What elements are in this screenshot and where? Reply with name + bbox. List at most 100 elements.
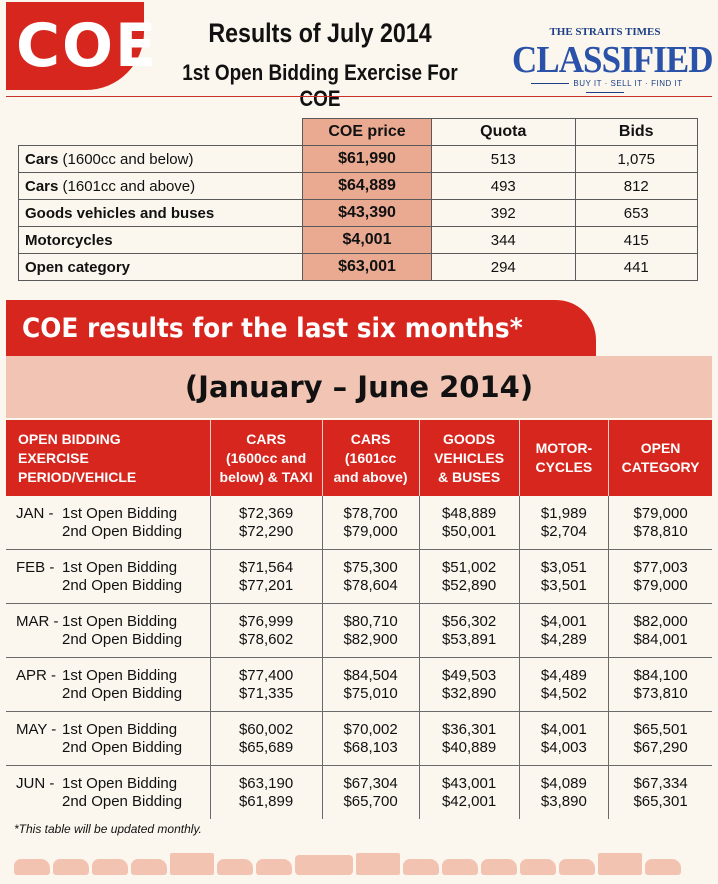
table-row: Goods vehicles and buses $43,390 392 653 [18, 199, 698, 227]
second-bidding-price: $78,602 [238, 630, 294, 648]
price-cell: $43,001 $42,001 [418, 765, 520, 819]
bidding-period: APR - 1st Open Bidding 2nd Open Bidding [6, 657, 211, 712]
header-bids: Bids [574, 118, 698, 146]
second-bidding-price: $50,001 [441, 522, 497, 540]
first-bidding-price: $65,501 [633, 720, 688, 738]
header-cars-large: CARS (1601cc and above) [321, 420, 420, 496]
bids: 1,075 [574, 145, 698, 173]
price-cell: $67,304 $65,700 [321, 765, 420, 819]
second-bidding-price: $65,301 [633, 792, 688, 810]
second-bidding-price: $3,501 [540, 576, 587, 594]
truck-icon [598, 853, 642, 875]
car-icon [645, 859, 681, 875]
price-cell: $48,889 $50,001 [418, 496, 520, 550]
brand-straits-times: THE STRAITS TIMES [549, 26, 661, 38]
car-icon [403, 859, 439, 875]
second-bidding-price: $52,890 [441, 576, 497, 594]
table-row: FEB - 1st Open Bidding 2nd Open Bidding $71… [6, 549, 712, 604]
car-icon [92, 859, 128, 875]
first-bidding-label: 1st Open Bidding [62, 720, 178, 738]
bids: 415 [574, 226, 698, 254]
first-bidding-price: $60,002 [238, 720, 294, 738]
second-bidding-price: $53,891 [441, 630, 497, 648]
second-bidding-price: $4,502 [540, 684, 587, 702]
price-cell: $82,000 $84,001 [608, 603, 712, 658]
header-cars-small: CARS (1600cc and below) & TAXI [209, 420, 323, 496]
header-motorcycles: MOTOR- CYCLES [518, 420, 609, 496]
first-bidding-price: $67,304 [343, 774, 398, 792]
table-row: APR - 1st Open Bidding 2nd Open Bidding $77… [6, 657, 712, 712]
first-bidding-price: $79,000 [633, 504, 688, 522]
car-icon [256, 859, 292, 875]
price-cell: $84,100 $73,810 [608, 657, 712, 712]
price-cell: $75,300 $78,604 [321, 549, 420, 604]
first-bidding-label: 1st Open Bidding [62, 504, 178, 522]
second-bidding-price: $61,899 [238, 792, 294, 810]
six-month-results-table: OPEN BIDDING EXERCISE PERIOD/VEHICLE CARS (1… [6, 420, 712, 819]
second-bidding-price: $42,001 [441, 792, 497, 810]
first-bidding-price: $77,400 [238, 666, 294, 684]
price-cell: $80,710 $82,900 [321, 603, 420, 658]
first-bidding-price: $43,001 [441, 774, 497, 792]
bidding-period: MAY - 1st Open Bidding 2nd Open Bidding [6, 711, 211, 766]
price-cell: $79,000 $78,810 [608, 496, 712, 550]
vehicle-category: Cars (1600cc and below) [18, 145, 303, 173]
car-icon [520, 859, 556, 875]
header-open-category: OPEN CATEGORY [608, 420, 712, 496]
car-icon [559, 859, 595, 875]
header-goods-vehicles: GOODS VEHICLES & BUSES [418, 420, 520, 496]
page-title: Results of July 2014 [208, 18, 432, 48]
first-bidding-price: $67,334 [633, 774, 688, 792]
table-row: Motorcycles $4,001 344 415 [18, 226, 698, 254]
month-label: APR - [16, 666, 57, 684]
table-row: JAN - 1st Open Bidding 2nd Open Bidding $72… [6, 496, 712, 550]
first-bidding-price: $84,504 [343, 666, 398, 684]
coe-price: $4,001 [302, 226, 432, 254]
coe-price: $61,990 [302, 145, 432, 173]
price-cell: $36,301 $40,889 [418, 711, 520, 766]
second-bidding-label: 2nd Open Bidding [62, 522, 183, 540]
second-bidding-price: $40,889 [441, 738, 497, 756]
second-bidding-price: $4,289 [540, 630, 587, 648]
first-bidding-price: $71,564 [238, 558, 294, 576]
price-cell: $60,002 $65,689 [209, 711, 323, 766]
first-bidding-price: $49,503 [441, 666, 497, 684]
second-bidding-price: $75,010 [343, 684, 398, 702]
header-rule [6, 96, 712, 97]
first-bidding-label: 1st Open Bidding [62, 612, 178, 630]
second-bidding-price: $78,810 [633, 522, 688, 540]
car-icon [481, 859, 517, 875]
second-bidding-price: $65,700 [343, 792, 398, 810]
six-month-banner: COE results for the last six months* [6, 300, 596, 356]
first-bidding-price: $70,002 [343, 720, 398, 738]
header-coe-price: COE price [302, 118, 432, 146]
quota: 513 [431, 145, 576, 173]
july-table-body: Cars (1600cc and below) $61,990 513 1,075 Ca… [18, 145, 698, 281]
table-row: JUN - 1st Open Bidding 2nd Open Bidding $63… [6, 765, 712, 819]
second-bidding-price: $4,003 [540, 738, 587, 756]
price-cell: $70,002 $68,103 [321, 711, 420, 766]
price-cell: $72,369 $72,290 [209, 496, 323, 550]
car-icon [53, 859, 89, 875]
quota: 294 [431, 253, 576, 281]
second-bidding-price: $84,001 [633, 630, 688, 648]
first-bidding-price: $84,100 [633, 666, 688, 684]
second-bidding-price: $73,810 [633, 684, 688, 702]
price-cell: $51,002 $52,890 [418, 549, 520, 604]
period-heading: (January – June 2014) [6, 356, 712, 418]
second-bidding-label: 2nd Open Bidding [62, 738, 183, 756]
coe-logo: COE [6, 2, 156, 90]
header-blank [18, 118, 303, 146]
first-bidding-price: $48,889 [441, 504, 497, 522]
coe-price: $43,390 [302, 199, 432, 227]
price-cell: $63,190 $61,899 [209, 765, 323, 819]
july-results-table: COE price Quota Bids Cars (1600cc and be… [18, 118, 698, 281]
price-cell: $56,302 $53,891 [418, 603, 520, 658]
footnote: *This table will be updated monthly. [14, 822, 202, 836]
six-table-header: OPEN BIDDING EXERCISE PERIOD/VEHICLE CARS (1… [6, 420, 712, 496]
july-table-header: COE price Quota Bids [18, 118, 698, 146]
first-bidding-price: $76,999 [238, 612, 294, 630]
car-icon [14, 859, 50, 875]
table-row: Open category $63,001 294 441 [18, 253, 698, 281]
first-bidding-price: $56,302 [441, 612, 497, 630]
